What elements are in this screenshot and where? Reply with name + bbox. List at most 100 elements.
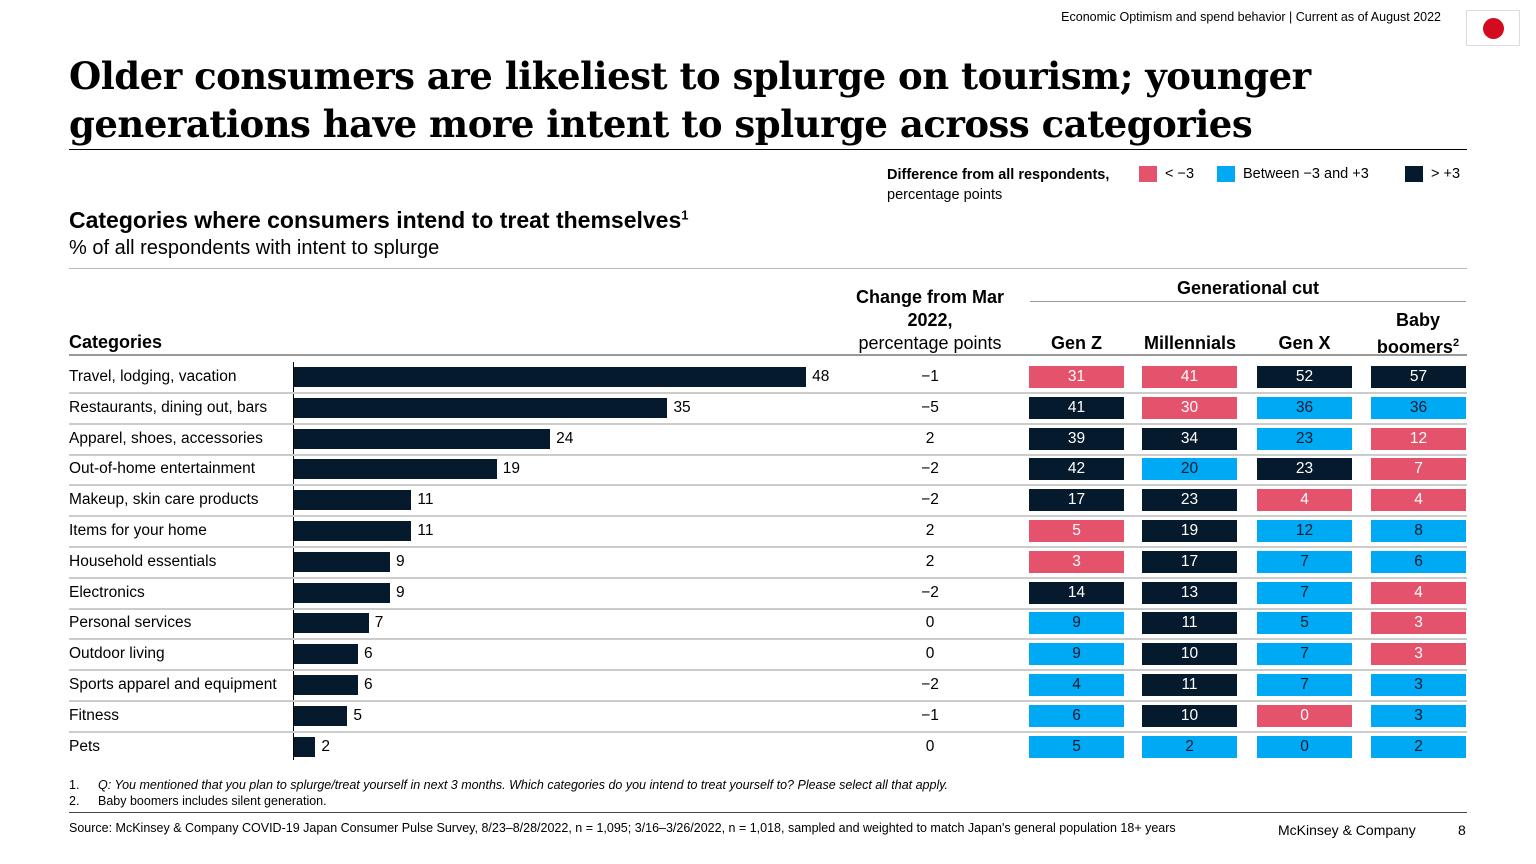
gen-cell-baby-boomers: 3 [1371, 674, 1466, 696]
gen-cell-gen-x: 7 [1257, 550, 1352, 573]
bar-value-label: 48 [812, 368, 830, 385]
source-note: Source: McKinsey & Company COVID-19 Japa… [69, 821, 1176, 835]
gen-cell-gen-z: 6 [1029, 704, 1124, 727]
gen-cell-baby-boomers: 57 [1371, 366, 1466, 388]
bar [294, 428, 551, 449]
footnote-2: 2. Baby boomers includes silent generatio… [69, 794, 327, 808]
bar [294, 367, 807, 387]
header-generational: Generational cut [1176, 278, 1320, 298]
bar-value-label: 6 [364, 645, 373, 663]
row-divider [69, 453, 1467, 456]
bar [294, 459, 497, 480]
bar [294, 490, 412, 511]
legend-label: Difference from all respondents, percent… [887, 165, 1109, 205]
gen-cell-gen-x: 23 [1257, 458, 1352, 481]
gen-cell-gen-x: 0 [1257, 735, 1352, 758]
gen-cell-millennials: 11 [1142, 674, 1237, 696]
chart-unit: % of all respondents with intent to splu… [69, 237, 440, 259]
bar-value-label: 2 [321, 737, 330, 755]
gen-cell-gen-x: 4 [1257, 489, 1352, 512]
gen-cell-baby-boomers: 3 [1371, 704, 1466, 727]
gen-cell-millennials: 19 [1142, 520, 1237, 542]
bar [294, 675, 359, 695]
bar [294, 705, 348, 726]
gen-cell-gen-x: 23 [1257, 427, 1352, 450]
report-topline: Economic Optimism and spend behavior | C… [1061, 10, 1441, 24]
gen-cell-gen-z: 14 [1029, 581, 1124, 604]
category-label: Out-of-home entertainment [69, 460, 256, 478]
gen-cell-gen-z: 9 [1029, 643, 1124, 666]
brand-name: McKinsey & Company [1278, 822, 1416, 838]
category-label: Makeup, skin care products [69, 491, 259, 509]
change-value: −2 [921, 491, 939, 509]
change-value: −2 [921, 460, 939, 478]
legend-item-low: < −3 [1139, 166, 1194, 182]
gen-cell-millennials: 34 [1142, 427, 1237, 450]
bar [294, 397, 668, 418]
change-value: −1 [921, 368, 939, 385]
header-gen-z: Gen Z [1050, 333, 1102, 353]
japan-flag-icon [1466, 10, 1520, 46]
gen-cell-millennials: 17 [1142, 550, 1237, 573]
row-divider [69, 730, 1467, 733]
row-divider [69, 638, 1467, 641]
bar-value-label: 11 [417, 522, 434, 539]
gen-cell-millennials: 20 [1142, 458, 1237, 481]
header-baby-boomers: Baby boomers2 [1376, 310, 1460, 357]
gen-cell-baby-boomers: 7 [1371, 458, 1466, 481]
gen-cell-baby-boomers: 2 [1371, 735, 1466, 758]
gen-cell-gen-x: 52 [1257, 366, 1352, 388]
bar [294, 644, 359, 665]
gen-cell-gen-z: 17 [1029, 489, 1124, 512]
bar-value-label: 9 [396, 583, 405, 601]
row-divider [69, 422, 1467, 425]
gen-cell-baby-boomers: 8 [1371, 520, 1466, 542]
category-label: Travel, lodging, vacation [69, 368, 237, 385]
row-divider [69, 576, 1467, 579]
row-divider [69, 607, 1467, 610]
gen-cell-gen-x: 7 [1257, 643, 1352, 666]
bar [294, 582, 391, 603]
change-value: 2 [925, 552, 935, 570]
legend-label-unit: percentage points [887, 187, 1003, 203]
gen-cell-gen-z: 42 [1029, 458, 1124, 481]
change-value: −5 [921, 398, 939, 416]
gen-cell-millennials: 30 [1142, 396, 1237, 419]
change-value: −2 [921, 583, 939, 601]
header-categories: Categories [69, 332, 163, 352]
gen-cell-gen-z: 5 [1029, 520, 1124, 542]
row-divider [69, 515, 1467, 518]
row-divider [69, 484, 1467, 487]
legend-item-mid: Between −3 and +3 [1217, 166, 1369, 182]
header-change: Change from Mar 2022, percentage points [855, 287, 1005, 353]
category-label: Sports apparel and equipment [69, 676, 277, 693]
category-label: Outdoor living [69, 645, 165, 663]
gen-cell-gen-z: 9 [1029, 612, 1124, 635]
header-millennials: Millennials [1143, 333, 1237, 353]
category-label: Pets [69, 737, 101, 755]
category-label: Apparel, shoes, accessories [69, 429, 263, 447]
bar-value-label: 5 [353, 706, 362, 724]
header-gen-x: Gen X [1278, 333, 1331, 353]
row-divider [69, 700, 1467, 702]
gen-cell-gen-z: 4 [1029, 674, 1124, 696]
gen-cell-baby-boomers: 12 [1371, 427, 1466, 450]
gen-cell-gen-z: 3 [1029, 550, 1124, 573]
gen-cell-baby-boomers: 36 [1371, 396, 1466, 419]
gen-cell-millennials: 23 [1142, 489, 1237, 512]
category-label: Restaurants, dining out, bars [69, 398, 268, 416]
gen-cell-millennials: 10 [1142, 643, 1237, 666]
category-label: Household essentials [69, 552, 217, 570]
legend-item-high: > +3 [1405, 166, 1460, 182]
bar-value-label: 7 [374, 614, 384, 632]
gen-cell-baby-boomers: 4 [1371, 581, 1466, 604]
gen-cell-gen-x: 7 [1257, 674, 1352, 696]
category-label: Personal services [69, 614, 192, 632]
gen-cell-gen-z: 41 [1029, 396, 1124, 419]
page-number: 8 [1458, 822, 1466, 838]
change-value: 0 [925, 614, 935, 632]
change-value: −2 [921, 676, 939, 693]
bar [294, 613, 369, 634]
gen-cell-millennials: 41 [1142, 366, 1237, 388]
change-value: 0 [925, 737, 935, 755]
